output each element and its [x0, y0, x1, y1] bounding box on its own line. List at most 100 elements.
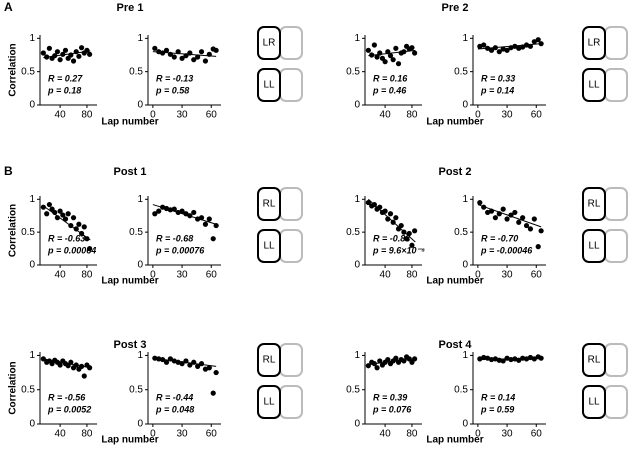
p-value: p = 0.46: [372, 85, 407, 95]
point: [393, 45, 399, 51]
point: [81, 224, 87, 230]
point: [409, 242, 415, 248]
y-tick-label: 0: [462, 100, 468, 111]
point: [213, 47, 219, 53]
point: [401, 229, 407, 235]
p-value: p = 0.00076: [155, 245, 205, 255]
track-label: LL: [263, 80, 275, 91]
track-label: RL: [588, 355, 601, 366]
point: [198, 215, 205, 221]
point: [52, 209, 58, 216]
y-tick-label: 0: [29, 260, 35, 271]
point: [152, 355, 158, 361]
point: [531, 356, 537, 362]
point: [390, 57, 396, 63]
point: [492, 215, 498, 221]
point: [393, 355, 399, 361]
track-label: LL: [588, 241, 600, 252]
point: [167, 356, 173, 362]
x-tick-label: 40: [380, 429, 392, 440]
point: [171, 54, 177, 60]
x-tick-label: 0: [150, 429, 156, 440]
y-tick-label: 0.5: [129, 227, 143, 238]
point: [387, 211, 394, 217]
point: [500, 206, 506, 212]
point: [213, 222, 219, 229]
point: [156, 356, 162, 362]
point: [210, 390, 216, 396]
y-tick-label: 0: [462, 419, 468, 430]
point: [371, 201, 377, 208]
point: [57, 208, 63, 214]
track-label: LR: [588, 38, 601, 49]
track-loop: [279, 187, 303, 221]
y-tick-label: 0: [29, 100, 35, 111]
point: [57, 362, 63, 368]
p-value: p = 0.58: [155, 85, 189, 95]
group-title: Post 1: [113, 166, 146, 178]
point: [477, 199, 483, 206]
x-tick-label: 0: [150, 270, 156, 281]
point: [78, 45, 85, 51]
point: [377, 358, 383, 364]
y-tick-label: 0.5: [454, 227, 468, 238]
panel-label: B: [4, 164, 13, 178]
track-loop: [257, 68, 281, 102]
p-value: p = 0.00064: [47, 245, 96, 255]
point: [512, 209, 518, 216]
point: [198, 49, 205, 55]
x-tick-label: 60: [206, 110, 218, 121]
point: [76, 53, 82, 59]
point: [213, 369, 219, 376]
track-loop: [257, 187, 281, 221]
point: [403, 236, 410, 242]
track-label: LL: [263, 241, 275, 252]
point: [538, 355, 544, 361]
point: [374, 365, 380, 371]
point: [210, 236, 216, 242]
y-tick-label: 0: [462, 260, 468, 271]
point: [385, 216, 391, 222]
point: [393, 215, 399, 221]
point: [508, 356, 514, 363]
point: [46, 45, 52, 51]
r-value: R = 0.27: [48, 73, 83, 83]
point: [87, 51, 93, 57]
point: [412, 356, 418, 362]
y-tick-label: 0.5: [21, 384, 35, 395]
point: [488, 208, 495, 214]
x-tick-label: 60: [206, 429, 218, 440]
y-tick-label: 1: [137, 350, 143, 361]
point: [409, 45, 415, 51]
point: [385, 49, 391, 55]
group-title: Pre 2: [442, 2, 469, 14]
point: [60, 51, 66, 57]
track-loop: [582, 343, 606, 377]
x-tick-label: 30: [177, 270, 189, 281]
point: [167, 207, 173, 213]
r-value: R = -0.56: [48, 392, 86, 402]
y-tick-label: 1: [354, 350, 360, 361]
point: [163, 47, 170, 53]
panel-label: A: [4, 0, 13, 14]
point: [365, 47, 371, 53]
point: [538, 228, 544, 234]
track-loop: [257, 385, 281, 419]
point: [369, 52, 375, 58]
point: [538, 41, 544, 47]
point: [527, 226, 534, 232]
track-loop: [604, 229, 628, 263]
point: [57, 57, 63, 63]
point: [492, 45, 498, 51]
x-axis-label: Lap number: [426, 276, 483, 287]
point: [187, 213, 193, 219]
r-value: R = 0.16: [373, 73, 408, 83]
r-value: R = -0.83: [373, 233, 410, 243]
point: [84, 236, 90, 242]
point: [523, 222, 530, 229]
r-value: R = -0.68: [156, 233, 193, 243]
point: [390, 219, 396, 225]
track-loop: [279, 229, 303, 263]
x-tick-label: 0: [475, 429, 481, 440]
